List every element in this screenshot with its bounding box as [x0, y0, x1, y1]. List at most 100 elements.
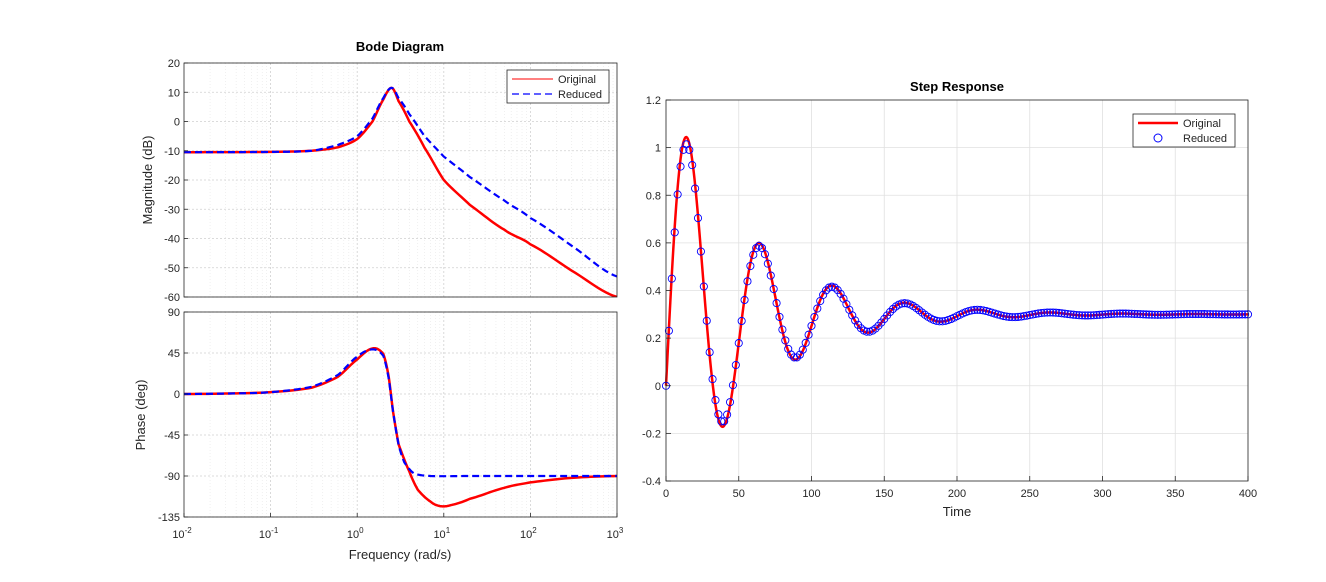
- step-reduced-point: [1211, 310, 1221, 319]
- step-reduced-point: [1014, 312, 1023, 322]
- step-reduced-point: [772, 299, 781, 308]
- step-reduced-point: [1214, 310, 1223, 319]
- step-reduced-point: [1072, 310, 1081, 320]
- step-reduced-point: [1133, 309, 1142, 319]
- step-reduced-point: [1127, 309, 1136, 318]
- step-legend-original-label: Original: [1183, 118, 1221, 130]
- magnitude-y-label: Magnitude (dB): [140, 136, 155, 225]
- step-reduced-point: [766, 271, 775, 280]
- step-reduced-point: [769, 284, 778, 294]
- legend-original-label: Original: [558, 74, 596, 86]
- step-reduced-point: [1220, 310, 1229, 319]
- phase-axes-frame: [183, 311, 618, 518]
- magnitude-y-tick-label: -10: [164, 146, 180, 158]
- step-reduced-point: [676, 162, 685, 171]
- step-reduced-point: [1095, 310, 1104, 319]
- step-reduced-point: [1136, 310, 1145, 319]
- step-reduced-point: [886, 307, 895, 317]
- step-y-tick-label: -0.2: [642, 428, 661, 440]
- step-reduced-point: [801, 338, 810, 347]
- frequency-x-tick-label: 10-1: [259, 526, 279, 541]
- step-reduced-point: [1147, 310, 1157, 319]
- step-reduced-point: [1113, 309, 1122, 318]
- step-reduced-point: [1171, 310, 1180, 319]
- step-reduced-point: [781, 336, 790, 345]
- step-reduced-point: [1115, 309, 1125, 318]
- step-reduced-point: [1139, 310, 1148, 319]
- step-reduced-point: [964, 307, 973, 316]
- step-reduced-point: [915, 306, 924, 315]
- step-reduced-point: [1162, 310, 1171, 319]
- step-reduced-point: [1174, 310, 1183, 319]
- step-reduced-point: [1078, 311, 1087, 320]
- step-reduced-point: [740, 295, 749, 305]
- step-reduced-point: [664, 326, 673, 335]
- step-reduced-point: [1022, 311, 1031, 320]
- step-reduced-point: [728, 381, 737, 390]
- step-reduced-point: [1191, 309, 1200, 319]
- step-reduced-point: [1075, 311, 1084, 320]
- step-reduced-point: [1043, 308, 1052, 317]
- step-x-tick-label: 400: [1239, 488, 1257, 500]
- step-reduced-point: [1046, 308, 1055, 317]
- step-x-tick-label: 50: [733, 488, 745, 500]
- step-reduced-point: [1188, 309, 1197, 319]
- step-reduced-point: [737, 316, 746, 326]
- step-reduced-point: [888, 304, 898, 314]
- step-reduced-point: [749, 250, 758, 259]
- step-reduced-point: [1060, 309, 1069, 318]
- step-reduced-point: [1229, 310, 1238, 319]
- step-reduced-point: [763, 259, 772, 268]
- step-reduced-point: [693, 214, 703, 223]
- step-reduced-point: [938, 317, 947, 326]
- step-reduced-point: [685, 145, 694, 154]
- step-reduced-point: [734, 339, 743, 348]
- phase-y-tick-label: 45: [168, 348, 180, 360]
- step-reduced-point: [810, 312, 819, 322]
- step-reduced-point: [1165, 310, 1174, 319]
- phase-y-tick-label: -135: [158, 512, 180, 524]
- step-reduced-point: [1101, 310, 1110, 319]
- magnitude-y-tick-label: -40: [164, 234, 180, 246]
- magnitude-series: [184, 86, 617, 297]
- bode-magnitude-plot: 20 10 0 -10 -20 -30 -40 -50 -60 Bode Diagram Mag…: [140, 39, 618, 304]
- bode-phase-plot: 90 45 0 -45 -90 -135 10-2 10-1 100 101 102 103 Pha…: [133, 307, 624, 562]
- step-reduced-point: [807, 321, 816, 330]
- step-reduced-point: [1089, 311, 1098, 320]
- step-x-tick-label: 250: [1021, 488, 1039, 500]
- phase-y-tick-label: -90: [164, 471, 180, 483]
- step-reduced-point: [691, 184, 700, 193]
- step-reduced-point: [731, 360, 740, 370]
- step-y-tick-label: 0.2: [646, 333, 661, 345]
- step-reduced-point: [696, 247, 705, 256]
- step-reduced-point: [1054, 308, 1063, 318]
- step-reduced-point: [1153, 310, 1162, 319]
- step-reduced-point: [775, 312, 784, 321]
- step-reduced-point: [813, 304, 822, 313]
- magnitude-y-tick-label: -60: [164, 292, 180, 304]
- step-series: [661, 135, 1253, 429]
- magnitude-y-tick-label: 10: [168, 87, 180, 99]
- step-reduced-point: [720, 417, 729, 426]
- step-reduced-point: [1197, 310, 1206, 319]
- step-reduced-point: [804, 330, 813, 339]
- step-reduced-point: [999, 311, 1008, 321]
- step-reduced-point: [688, 161, 697, 170]
- step-reduced-point: [1016, 312, 1026, 321]
- step-reduced-point: [760, 250, 769, 259]
- step-reduced-point: [723, 410, 732, 419]
- step-reduced-point: [746, 261, 755, 271]
- step-reduced-point: [1206, 310, 1215, 319]
- step-reduced-point: [798, 345, 807, 354]
- step-reduced-point: [1150, 310, 1159, 319]
- step-reduced-point: [1209, 310, 1218, 319]
- step-legend-box: [1132, 113, 1236, 148]
- phase-series: [184, 346, 617, 508]
- step-reduced-point: [1241, 310, 1250, 319]
- step-reduced-point: [912, 303, 921, 313]
- step-reduced-point: [778, 325, 787, 334]
- step-reduced-point: [1028, 310, 1037, 319]
- step-reduced-point: [755, 241, 764, 250]
- step-reduced-point: [1002, 312, 1011, 321]
